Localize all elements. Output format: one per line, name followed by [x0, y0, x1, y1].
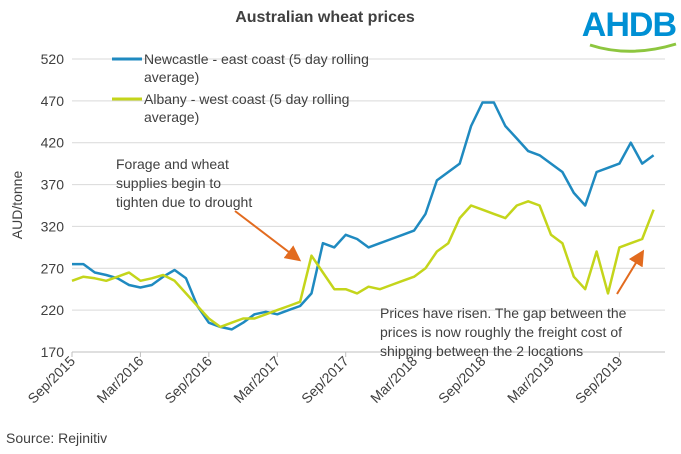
- series-line: [71, 200, 655, 329]
- x-tick-label: Sep/2017: [298, 353, 352, 407]
- logo-swoosh: [589, 42, 677, 53]
- y-tick-label: 320: [41, 218, 65, 234]
- x-tick-label: Mar/2019: [504, 353, 557, 406]
- source: Source: Rejinitiv: [6, 430, 107, 446]
- x-tick-label: Mar/2018: [367, 353, 420, 406]
- y-tick-label: 220: [41, 302, 65, 318]
- annotation-arrow: [616, 249, 645, 295]
- y-tick-label: 470: [41, 93, 65, 109]
- annotation: Forage and wheat supplies begin to tighten…: [116, 156, 252, 210]
- y-tick-label: 520: [41, 51, 65, 67]
- annotation: Prices have risen. The gap between the pr…: [380, 305, 627, 359]
- y-tick-label: 370: [41, 177, 65, 193]
- legend-label: Newcastle - east coast (5 day rolling ave…: [144, 51, 369, 85]
- x-tick-label: Sep/2016: [161, 353, 215, 407]
- y-tick-label: 270: [41, 260, 65, 276]
- series-line: [72, 101, 655, 331]
- x-tick-label: Sep/2019: [572, 353, 626, 407]
- y-tick-label: 420: [41, 135, 65, 151]
- x-tick-label: Sep/2018: [435, 353, 489, 407]
- legend-label: Albany - west coast (5 day rolling averag…: [144, 91, 349, 125]
- logo: AHDB: [582, 6, 677, 44]
- x-tick-label: Mar/2017: [230, 353, 283, 406]
- y-axis-label: AUD/tonne: [9, 171, 25, 240]
- y-tick-label: 170: [41, 344, 65, 360]
- x-tick-label: Mar/2016: [93, 353, 146, 406]
- x-tick-label: Sep/2015: [24, 353, 78, 407]
- chart-title: Australian wheat prices: [235, 9, 415, 26]
- annotation-arrow: [234, 210, 302, 262]
